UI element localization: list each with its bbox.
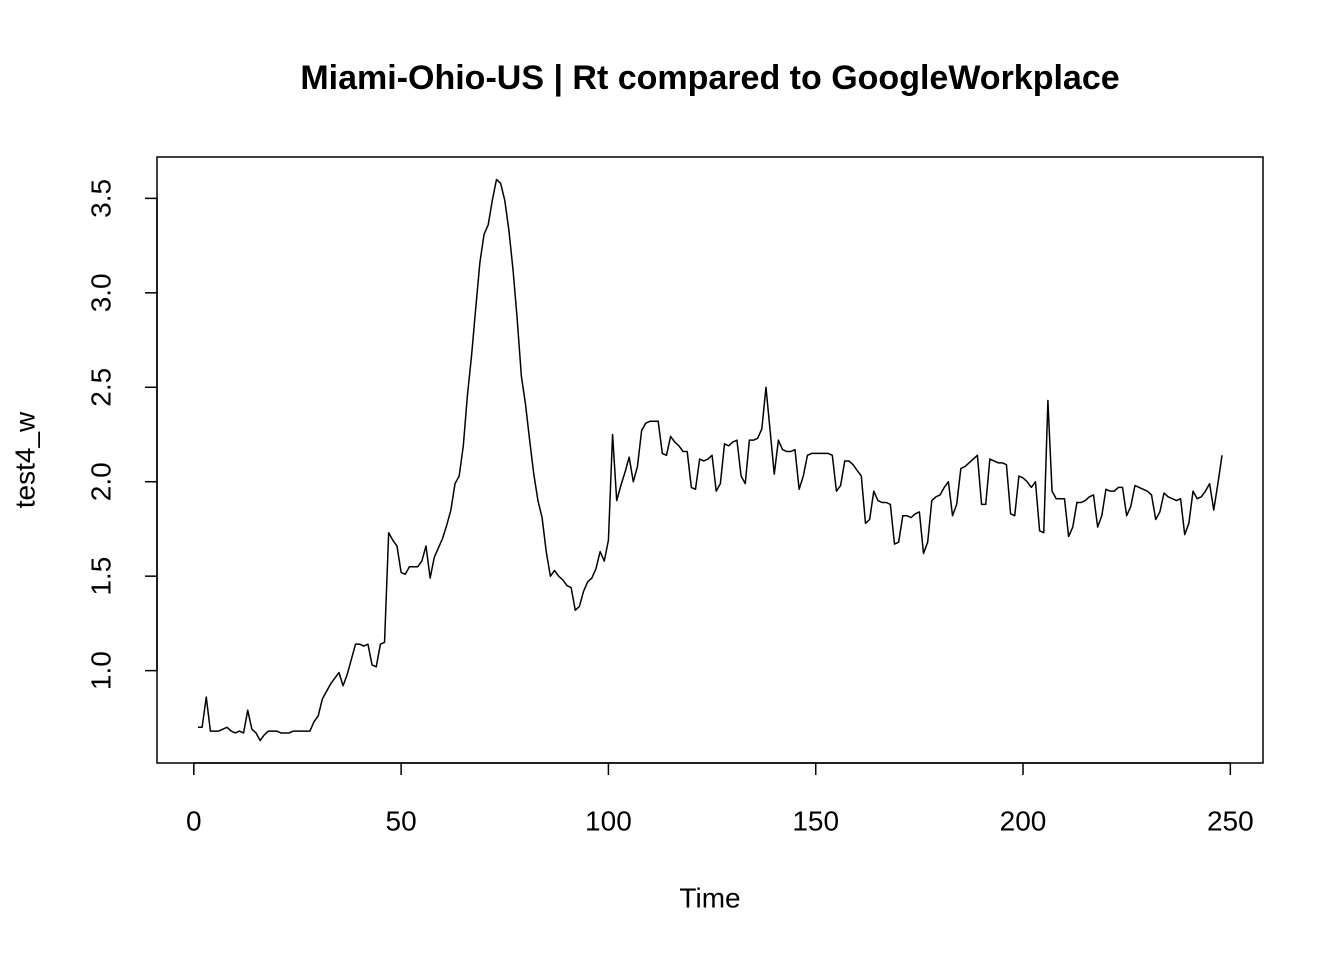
data-line — [197, 178, 1223, 742]
y-tick-label: 2.0 — [85, 462, 116, 501]
x-tick-label: 250 — [1207, 805, 1254, 836]
y-tick-label: 3.5 — [85, 179, 116, 218]
x-tick-label: 50 — [386, 805, 417, 836]
y-tick-label: 1.0 — [85, 651, 116, 690]
y-axis-label: test4_w — [9, 411, 40, 508]
y-tick-label: 3.0 — [85, 273, 116, 312]
x-tick-label: 100 — [585, 805, 632, 836]
x-tick-label: 150 — [792, 805, 839, 836]
chart-title: Miami-Ohio-US | Rt compared to GoogleWor… — [300, 59, 1119, 97]
x-axis-label: Time — [679, 882, 740, 913]
y-tick-label: 2.5 — [85, 368, 116, 407]
x-tick-label: 200 — [1000, 805, 1047, 836]
x-tick-label: 0 — [186, 805, 202, 836]
y-tick-label: 1.5 — [85, 557, 116, 596]
